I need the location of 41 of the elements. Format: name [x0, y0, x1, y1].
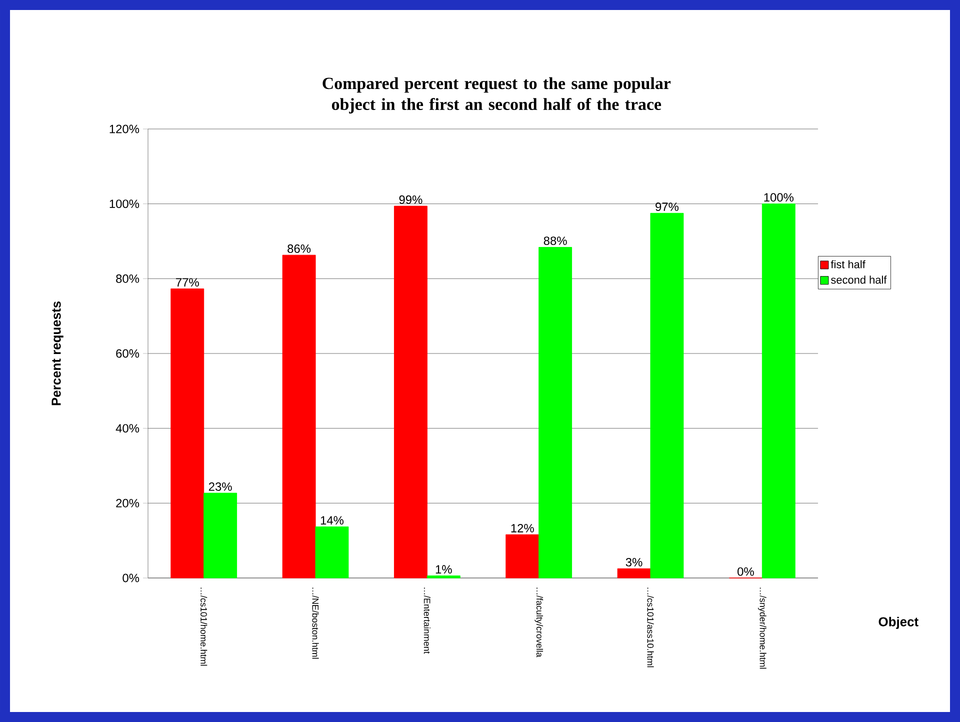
data-label: 14% — [320, 516, 344, 525]
bar — [282, 254, 316, 578]
bar — [506, 534, 540, 578]
x-tick-label: …/faculty/crovella — [534, 588, 544, 658]
y-tick-label: 0% — [122, 574, 140, 582]
y-axis-title: Percent requests — [52, 301, 64, 406]
data-label: 88% — [544, 236, 567, 246]
chart-title: Compared percent request to the same popular object in the first an second half of the trace — [322, 77, 671, 114]
y-tick-label: 100% — [110, 200, 140, 208]
bar — [617, 568, 651, 578]
bar — [204, 492, 238, 578]
x-axis-title: Object — [878, 616, 918, 629]
data-label: 3% — [626, 558, 642, 566]
legend-label: second half — [831, 276, 887, 284]
data-label: 86% — [288, 244, 311, 253]
y-tick-label: 80% — [116, 274, 140, 283]
y-tick-label: 60% — [116, 349, 140, 358]
data-label: 23% — [208, 482, 232, 491]
bar — [538, 246, 572, 578]
x-tick-label: …/NE/boston.html — [312, 588, 319, 659]
bar — [315, 526, 349, 578]
x-tick-label: …/snyder/home.html — [758, 588, 766, 669]
y-tick-label: 20% — [116, 498, 140, 508]
data-label: 12% — [511, 524, 534, 532]
data-label: 100% — [764, 193, 794, 202]
data-label: 1% — [436, 565, 452, 574]
bar — [426, 575, 460, 578]
y-tick-label: 120% — [110, 124, 140, 134]
data-label: 77% — [176, 278, 199, 287]
data-label: 99% — [399, 195, 422, 204]
x-tick-label: …/cs101/home.html — [200, 588, 208, 666]
x-tick-label: …/cs101/ass10.html — [647, 588, 654, 668]
data-label: 0% — [738, 567, 754, 576]
x-tick-label: …/Entertainment — [424, 588, 430, 654]
bar — [170, 288, 204, 578]
bar — [394, 206, 428, 578]
y-tick-label: 40% — [116, 424, 140, 433]
legend-label: fist half — [830, 260, 866, 268]
bar — [650, 212, 684, 578]
bar — [762, 204, 796, 578]
data-label: 97% — [656, 202, 679, 211]
